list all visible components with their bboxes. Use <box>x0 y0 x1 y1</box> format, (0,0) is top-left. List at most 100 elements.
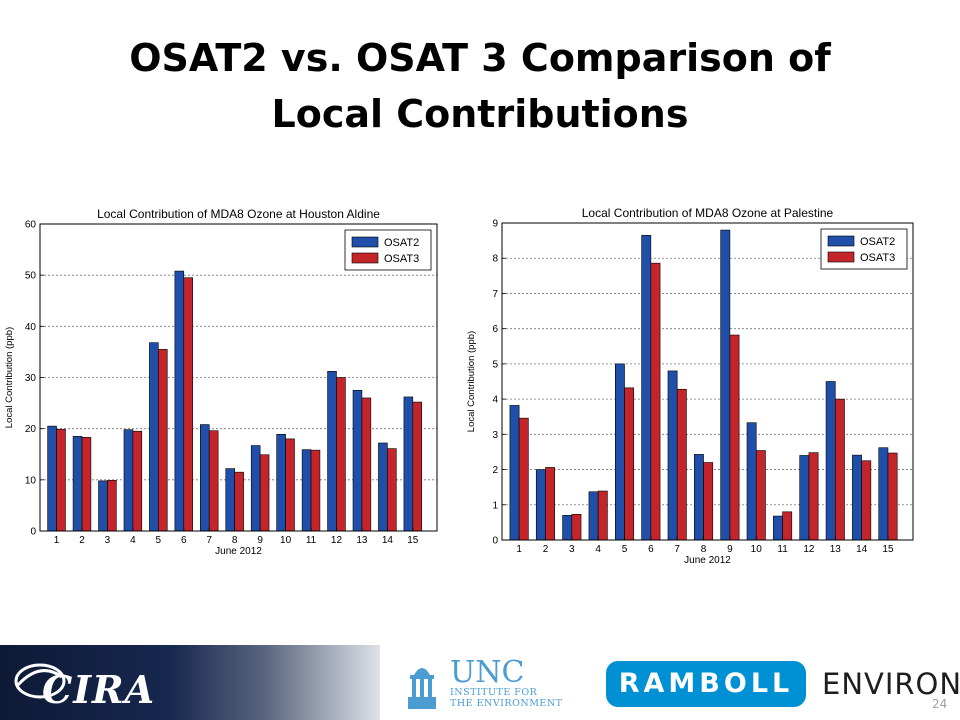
chart1-xtick-label: 5 <box>622 544 628 555</box>
chart0-xtick-label: 3 <box>105 535 111 546</box>
chart1-xtick-label: 4 <box>595 544 601 555</box>
chart0-ytick-label: 50 <box>25 271 37 282</box>
chart0-bar-osat2-12 <box>327 371 337 532</box>
cira-logo-icon: CIRA <box>0 645 380 720</box>
chart0-xtick-label: 7 <box>206 535 212 546</box>
chart1-xlabel: June 2012 <box>684 555 731 566</box>
chart0-bar-osat2-9 <box>250 445 261 532</box>
chart0-legend-swatch-osat3 <box>351 252 379 264</box>
chart1-bar-osat2-5 <box>614 363 625 541</box>
chart0-ytick-label: 40 <box>25 322 37 333</box>
chart0-bar-osat3-12 <box>336 377 346 532</box>
chart0-bar-osat2-7 <box>200 424 210 532</box>
chart0-bar-osat2-14 <box>378 442 388 532</box>
chart0-ylabel: Local Contribution (ppb) <box>5 327 15 428</box>
chart0-bar-osat3-13 <box>361 397 372 532</box>
chart1-ytick-label: 1 <box>492 500 498 511</box>
chart1-xtick-label: 2 <box>543 544 549 555</box>
chart0-bar-osat3-4 <box>132 430 143 532</box>
chart0-bar-osat2-10 <box>276 433 286 532</box>
page-number: 24 <box>932 697 948 711</box>
chart1-bar-osat3-10 <box>755 450 766 541</box>
chart0-legend-label-osat2: OSAT2 <box>384 237 419 249</box>
chart1-bar-osat3-12 <box>808 452 819 541</box>
chart1-xtick-label: 10 <box>751 544 763 555</box>
chart1-ylabel: Local Contribution (ppb) <box>466 331 477 432</box>
chart0-bar-osat3-8 <box>234 471 244 532</box>
chart1-bar-osat2-9 <box>720 229 731 541</box>
chart0-xtick-label: 5 <box>156 535 162 546</box>
ramboll-logo-icon: RAMBOLL <box>606 661 806 707</box>
chart1-bar-osat3-14 <box>861 460 872 541</box>
cira-globe-icon <box>14 663 66 699</box>
chart1-bar-osat3-2 <box>545 467 555 541</box>
chart1-plot-frame <box>501 222 914 541</box>
chart1-bar-osat2-13 <box>825 381 836 541</box>
chart1-ytick-label: 5 <box>492 359 498 370</box>
chart1-bar-osat2-4 <box>588 491 599 541</box>
chart1-bar-osat3-1 <box>518 417 529 541</box>
palestine-chart: Local Contribution of MDA8 Ozone at Pale… <box>466 206 914 566</box>
slide-title-line-1: OSAT2 vs. OSAT 3 Comparison of <box>129 36 831 80</box>
chart1-legend-swatch-osat2 <box>827 235 855 247</box>
chart0-xtick-label: 10 <box>280 535 292 546</box>
chart1-bar-osat2-8 <box>694 454 704 541</box>
chart1-xtick-label: 15 <box>882 544 894 555</box>
chart1-bar-osat3-3 <box>571 513 582 541</box>
chart0-legend-label-osat3: OSAT3 <box>384 253 419 265</box>
chart1-bar-osat2-3 <box>562 515 573 541</box>
chart0-bar-osat3-9 <box>259 454 270 532</box>
cira-label: CIRA <box>42 667 156 712</box>
chart1-xtick-label: 6 <box>648 544 654 555</box>
chart0-ytick-label: 20 <box>25 424 37 435</box>
chart0-plot-frame <box>39 223 438 532</box>
chart0-bar-osat3-10 <box>285 438 295 532</box>
chart1-ytick-label: 0 <box>492 536 498 547</box>
unc-bell-tower-icon <box>408 668 436 709</box>
chart1-bar-osat3-4 <box>597 490 608 541</box>
chart1-xtick-label: 13 <box>830 544 842 555</box>
chart1-bar-osat2-11 <box>773 515 783 541</box>
unc-sub-label: INSTITUTE FOR THE ENVIRONMENT <box>450 687 563 709</box>
chart1-bar-osat2-10 <box>746 422 757 541</box>
chart1-bar-osat3-5 <box>624 387 635 541</box>
unc-label: UNC <box>450 655 525 690</box>
chart0-xtick-label: 1 <box>54 535 60 546</box>
chart1-ytick-label: 7 <box>492 289 498 300</box>
chart1-ytick-label: 3 <box>492 430 498 441</box>
slide-title-line-2: Local Contributions <box>271 92 689 136</box>
chart0-legend-swatch-osat2 <box>351 236 379 248</box>
chart1-ytick-label: 2 <box>492 465 498 476</box>
chart0-ytick-label: 30 <box>25 373 37 384</box>
houston-aldine-chart: Local Contribution of MDA8 Ozone at Hous… <box>5 207 438 557</box>
chart0-bar-osat3-14 <box>387 448 397 532</box>
footer-logo-bar: CIRA UNC INSTITUTE FOR THE ENVIRONMENT R… <box>0 645 960 720</box>
chart1-xtick-label: 14 <box>856 544 868 555</box>
chart0-xlabel: June 2012 <box>215 546 262 557</box>
chart1-legend-label-osat3: OSAT3 <box>860 252 895 264</box>
chart0-bar-osat3-3 <box>107 480 117 532</box>
chart0-bar-osat2-8 <box>225 468 235 532</box>
unc-logo: UNC INSTITUTE FOR THE ENVIRONMENT <box>404 657 564 717</box>
chart1-title: Local Contribution of MDA8 Ozone at Pale… <box>582 206 834 220</box>
chart0-bar-osat3-2 <box>81 437 92 532</box>
chart0-xtick-label: 13 <box>356 535 368 546</box>
chart0-bar-osat3-6 <box>183 277 193 532</box>
chart1-bar-osat3-13 <box>834 398 845 541</box>
chart1-bar-osat2-2 <box>535 469 546 541</box>
chart0-bar-osat2-13 <box>352 389 363 532</box>
chart0-xtick-label: 8 <box>232 535 238 546</box>
chart1-xtick-label: 7 <box>674 544 680 555</box>
chart0-bar-osat2-6 <box>174 270 185 532</box>
chart1-ytick-label: 4 <box>492 395 498 406</box>
chart1-bar-osat2-15 <box>878 447 889 541</box>
chart1-xtick-label: 12 <box>803 544 815 555</box>
chart0-title: Local Contribution of MDA8 Ozone at Hous… <box>97 207 380 221</box>
chart0-bar-osat3-7 <box>208 430 219 532</box>
chart1-legend-swatch-osat3 <box>827 251 855 263</box>
chart0-xtick-label: 6 <box>181 535 187 546</box>
chart1-bar-osat2-14 <box>852 454 862 541</box>
chart1-xtick-label: 9 <box>727 544 733 555</box>
chart0-bar-osat2-5 <box>149 342 159 532</box>
chart1-bar-osat3-7 <box>676 388 687 541</box>
